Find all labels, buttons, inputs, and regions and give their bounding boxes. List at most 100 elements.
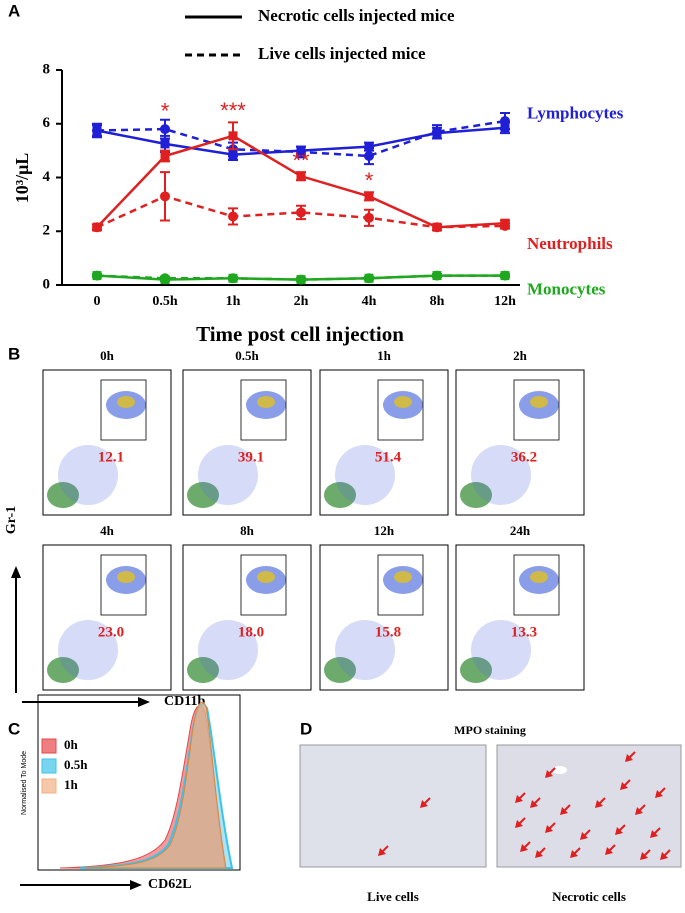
x-tick-label: 2h xyxy=(294,294,309,309)
y-axis-label: Gr-1 xyxy=(4,506,19,534)
gate xyxy=(513,379,560,441)
gate xyxy=(513,554,560,616)
data-point xyxy=(500,116,510,127)
gate-percentage: 39.1 xyxy=(238,449,264,465)
x-axis-label: Time post cell injection xyxy=(196,322,404,346)
x-tick-label: 0 xyxy=(94,294,101,309)
legend-swatch xyxy=(41,758,57,774)
y-tick-label: 0 xyxy=(43,276,51,292)
cell-core xyxy=(117,396,135,408)
data-point xyxy=(364,191,374,201)
series-label: Neutrophils xyxy=(527,234,613,253)
arrow-head xyxy=(560,807,568,815)
arrow-head xyxy=(620,782,628,790)
data-point xyxy=(160,151,170,161)
cell-cloud xyxy=(198,620,258,680)
image-caption: Live cells xyxy=(367,889,419,904)
gate-percentage: 36.2 xyxy=(511,449,537,465)
panel-letter: D xyxy=(300,719,312,738)
arrow-head xyxy=(570,850,578,858)
arrow-head xyxy=(378,848,386,856)
plot-title: 24h xyxy=(510,523,531,538)
gate xyxy=(100,379,147,441)
data-point xyxy=(364,273,374,284)
plot-title: 1h xyxy=(377,348,392,363)
legend-label: 0h xyxy=(64,737,79,752)
plot-frame xyxy=(37,694,241,871)
cell-cloud xyxy=(198,445,258,505)
data-point xyxy=(92,270,102,281)
significance-mark: * xyxy=(365,168,374,193)
gate-percentage: 51.4 xyxy=(375,449,402,465)
cell-core xyxy=(394,571,412,583)
data-point xyxy=(160,191,170,202)
x-tick-label: 0.5h xyxy=(152,294,178,309)
y-axis-label: 10³/μL xyxy=(12,153,32,204)
data-point xyxy=(296,171,306,181)
significance-mark: ** xyxy=(292,148,310,173)
gate-percentage: 12.1 xyxy=(98,449,124,465)
arrow-head xyxy=(655,790,663,798)
legend-swatch xyxy=(41,778,57,794)
cell-core xyxy=(394,396,412,408)
plot-title: 2h xyxy=(513,348,528,363)
arrow-head xyxy=(595,800,603,808)
cell-cloud xyxy=(58,620,118,680)
cell-cluster xyxy=(324,657,356,683)
data-point xyxy=(364,142,374,152)
cell-core xyxy=(530,571,548,583)
x-axis-label: CD11b xyxy=(164,694,205,709)
data-point xyxy=(364,212,374,223)
panel-b: Gr-1 CD11b 0h 12.1 0.5h 39.1 1h 51.4 2h 36.2 4h 2… xyxy=(4,348,585,709)
data-point xyxy=(160,139,170,149)
data-point xyxy=(500,270,510,281)
legend-label: 1h xyxy=(64,777,79,792)
gate-percentage: 13.3 xyxy=(511,624,537,640)
y-tick-label: 8 xyxy=(43,61,51,77)
arrow-head xyxy=(420,800,428,808)
cell-core xyxy=(530,396,548,408)
cell-cloud xyxy=(335,620,395,680)
x-tick-label: 1h xyxy=(226,294,241,309)
plot-title: 12h xyxy=(374,523,395,538)
staining-title: MPO staining xyxy=(454,723,526,737)
data-point xyxy=(500,220,510,231)
data-point xyxy=(432,222,442,233)
gate xyxy=(377,379,424,441)
cell-cluster xyxy=(187,482,219,508)
y-axis-label: Normalised To Mode xyxy=(21,751,28,815)
data-point xyxy=(432,126,442,137)
cell-cluster xyxy=(324,482,356,508)
cell-core xyxy=(257,396,275,408)
cell-core xyxy=(117,571,135,583)
arrow-head xyxy=(138,697,150,707)
legend-label: 0.5h xyxy=(64,757,88,772)
plot-title: 0.5h xyxy=(235,348,259,363)
y-tick-label: 4 xyxy=(43,169,51,185)
legend-label: Necrotic cells injected mice xyxy=(258,6,455,25)
data-point xyxy=(160,273,170,284)
gate xyxy=(377,554,424,616)
data-point xyxy=(296,146,306,157)
x-axis-label: CD62L xyxy=(148,877,192,892)
plot-title: 4h xyxy=(100,523,115,538)
panel-a: 0 2 4 6 8 0 0.5h 1h 2h 4h 8h 12h 10³/μL Time post cel… xyxy=(12,6,624,346)
arrow-head xyxy=(11,566,21,578)
gate xyxy=(100,554,147,616)
arrow-head xyxy=(650,830,658,838)
gate xyxy=(240,379,287,441)
x-tick-label: 8h xyxy=(430,294,445,309)
data-point xyxy=(92,125,102,136)
data-point xyxy=(296,207,306,218)
gate xyxy=(240,554,287,616)
data-point xyxy=(364,151,374,161)
significance-mark: * xyxy=(161,99,170,124)
cell-cloud xyxy=(471,620,531,680)
gate-percentage: 18.0 xyxy=(238,624,264,640)
cell-cloud xyxy=(471,445,531,505)
legend-swatch xyxy=(41,738,57,754)
data-point xyxy=(296,274,306,285)
gate-percentage: 15.8 xyxy=(375,624,401,640)
arrow-head xyxy=(520,844,528,852)
arrow-head xyxy=(615,827,623,835)
